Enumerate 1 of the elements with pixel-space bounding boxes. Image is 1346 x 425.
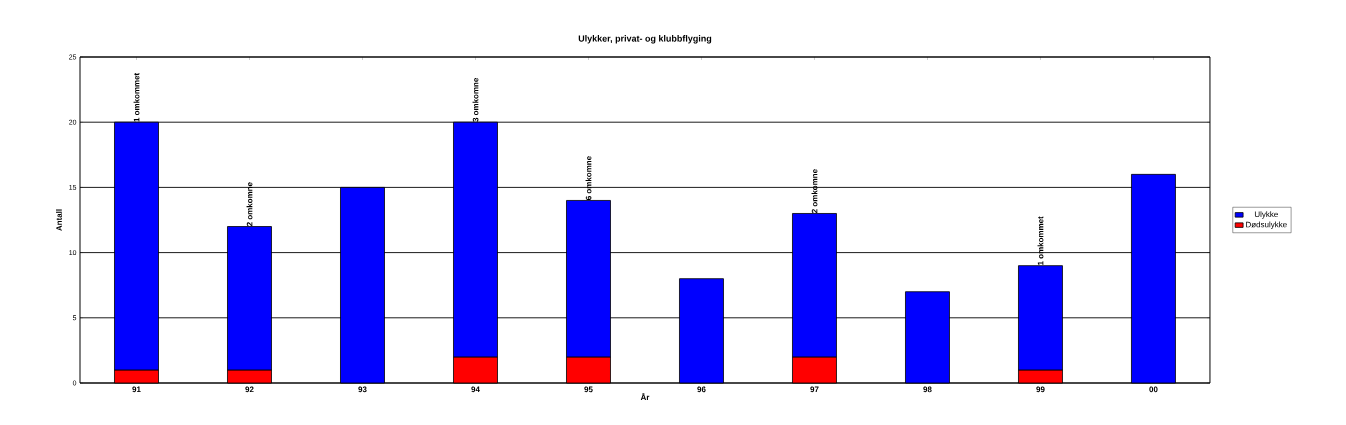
chart-title: Ulykker, privat- og klubbflyging [578, 35, 712, 44]
